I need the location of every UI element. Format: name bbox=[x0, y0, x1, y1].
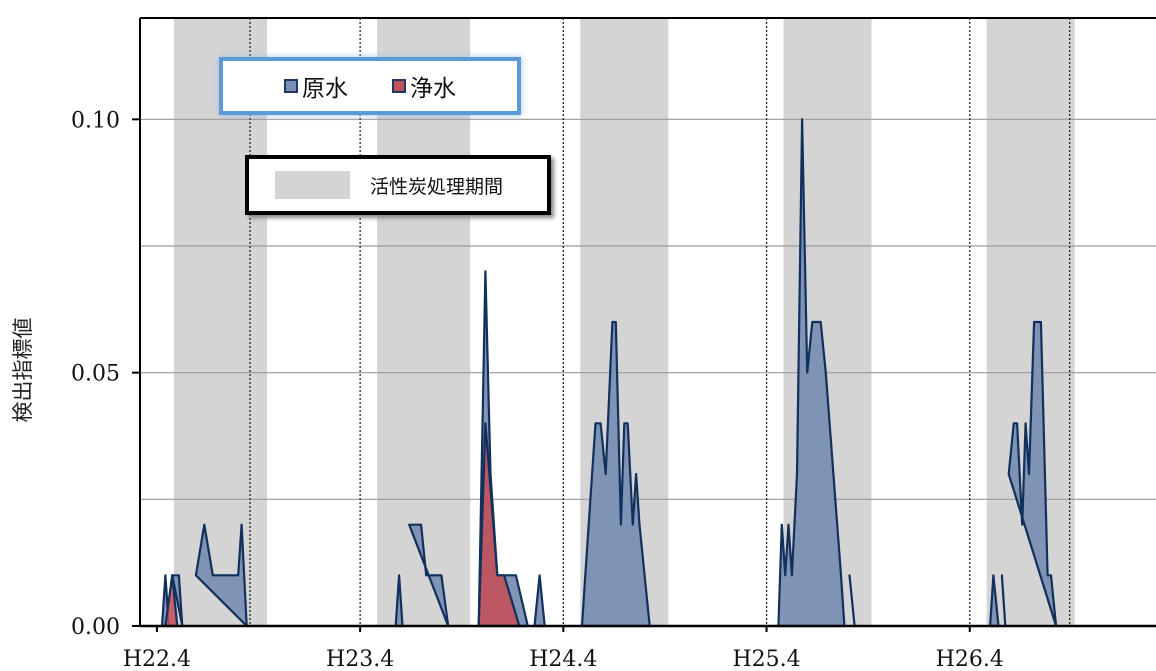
x-tick-label-3: H25.4 bbox=[732, 647, 800, 671]
legend-item-treated-water: 浄水 bbox=[392, 69, 456, 103]
period-swatch bbox=[275, 171, 350, 199]
y-tick-label-0: 0.00 bbox=[71, 615, 120, 640]
x-tick-label-0: H22.4 bbox=[123, 647, 191, 671]
x-tick-label-2: H24.4 bbox=[529, 647, 597, 671]
dotted-period-lines bbox=[249, 18, 1071, 626]
gridlines bbox=[140, 118, 1156, 500]
legend-item-raw-water: 原水 bbox=[284, 69, 348, 103]
series-0-area-1 bbox=[171, 574, 184, 628]
series-0-area-4 bbox=[408, 523, 450, 628]
raw-water-swatch bbox=[284, 79, 298, 93]
legend-label-treated-water: 浄水 bbox=[410, 76, 456, 102]
series-0-area-12 bbox=[1007, 320, 1058, 628]
series-0-area-8 bbox=[777, 118, 846, 628]
x-axis-ticks: H22.4 H23.4 H24.4 H25.4 H26.4 bbox=[123, 626, 1004, 671]
y-tick-label-2: 0.10 bbox=[71, 108, 120, 133]
series-0-area-7 bbox=[580, 320, 651, 628]
series-areas bbox=[160, 118, 1058, 628]
period-legend-label: 活性炭処理期間 bbox=[370, 175, 504, 198]
legend-label-raw-water: 原水 bbox=[302, 76, 348, 102]
treated-water-swatch bbox=[392, 79, 406, 93]
y-tick-label-1: 0.05 bbox=[71, 362, 120, 387]
series-legend: 原水 浄水 bbox=[219, 57, 521, 115]
x-tick-label-1: H23.4 bbox=[326, 647, 394, 671]
x-tick-label-4: H26.4 bbox=[936, 647, 1004, 671]
series-0-area-6 bbox=[533, 574, 546, 628]
y-axis-ticks: 0.00 0.05 0.10 bbox=[71, 108, 140, 640]
period-legend: 活性炭処理期間 bbox=[245, 155, 551, 215]
y-axis-label: 検出指標値 bbox=[11, 317, 35, 423]
